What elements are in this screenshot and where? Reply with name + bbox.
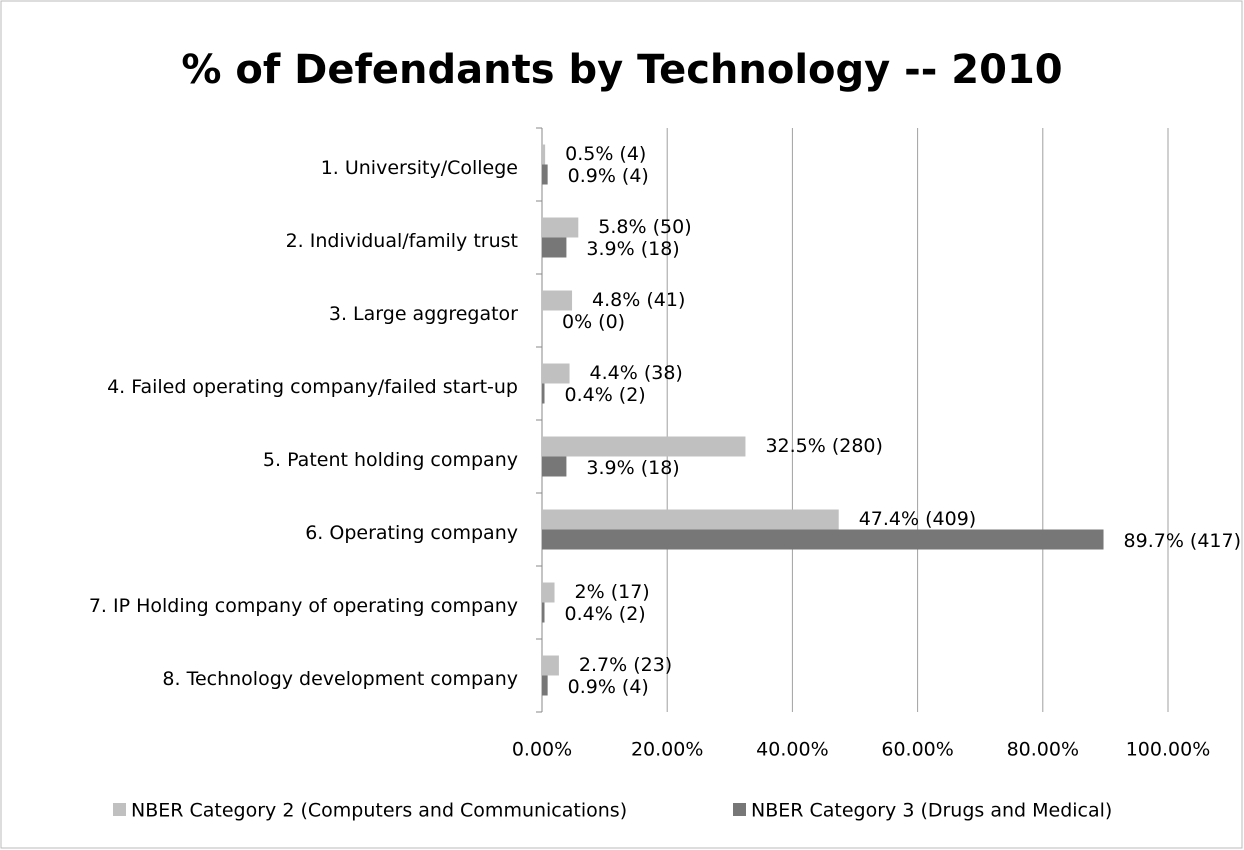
- x-tick-label: 20.00%: [631, 739, 703, 761]
- x-tick-label: 80.00%: [1007, 739, 1079, 761]
- x-tick-label: 100.00%: [1126, 739, 1211, 761]
- data-label: 2% (17): [575, 581, 650, 603]
- bar: [542, 290, 573, 311]
- data-label: 0.4% (2): [565, 603, 646, 625]
- y-tick-label: 2. Individual/family trust: [286, 230, 518, 252]
- data-label: 5.8% (50): [598, 216, 691, 238]
- legend-swatch: [113, 803, 126, 816]
- data-label: 0.9% (4): [568, 165, 649, 187]
- data-label: 0.4% (2): [565, 384, 646, 406]
- data-label: 47.4% (409): [859, 508, 977, 530]
- bar: [542, 217, 579, 238]
- bar: [542, 363, 570, 384]
- y-tick-label: 8. Technology development company: [162, 668, 518, 690]
- legend-label: NBER Category 3 (Drugs and Medical): [751, 800, 1112, 822]
- bar: [542, 456, 567, 477]
- data-label: 0% (0): [562, 311, 625, 333]
- legend-label: NBER Category 2 (Computers and Communica…: [131, 800, 627, 822]
- data-label: 3.9% (18): [586, 238, 679, 260]
- data-label: 4.8% (41): [592, 289, 685, 311]
- data-label: 0.5% (4): [565, 143, 646, 165]
- bar: [542, 164, 548, 185]
- y-tick-label: 4. Failed operating company/failed start…: [107, 376, 518, 398]
- bar: [542, 509, 839, 530]
- data-label: 32.5% (280): [765, 435, 883, 457]
- data-label: 2.7% (23): [579, 654, 672, 676]
- bar: [542, 436, 746, 457]
- data-label: 3.9% (18): [586, 457, 679, 479]
- data-label: 89.7% (417): [1124, 530, 1242, 552]
- data-label: 0.9% (4): [568, 676, 649, 698]
- bar: [542, 675, 548, 696]
- bar: [542, 582, 555, 603]
- y-tick-label: 5. Patent holding company: [263, 449, 518, 471]
- y-tick-label: 3. Large aggregator: [329, 303, 518, 325]
- bar: [542, 237, 567, 258]
- bar: [542, 529, 1104, 550]
- x-tick-label: 40.00%: [756, 739, 828, 761]
- chart-title: % of Defendants by Technology -- 2010: [181, 47, 1062, 93]
- bar: [542, 655, 559, 676]
- legend-swatch: [733, 803, 746, 816]
- y-tick-label: 7. IP Holding company of operating compa…: [89, 595, 518, 617]
- y-tick-label: 6. Operating company: [305, 522, 518, 544]
- bar: [542, 383, 545, 404]
- data-label: 4.4% (38): [590, 362, 683, 384]
- y-tick-label: 1. University/College: [321, 157, 518, 179]
- bar: [542, 144, 546, 165]
- x-tick-label: 0.00%: [512, 739, 572, 761]
- bar: [542, 602, 545, 623]
- x-tick-label: 60.00%: [881, 739, 953, 761]
